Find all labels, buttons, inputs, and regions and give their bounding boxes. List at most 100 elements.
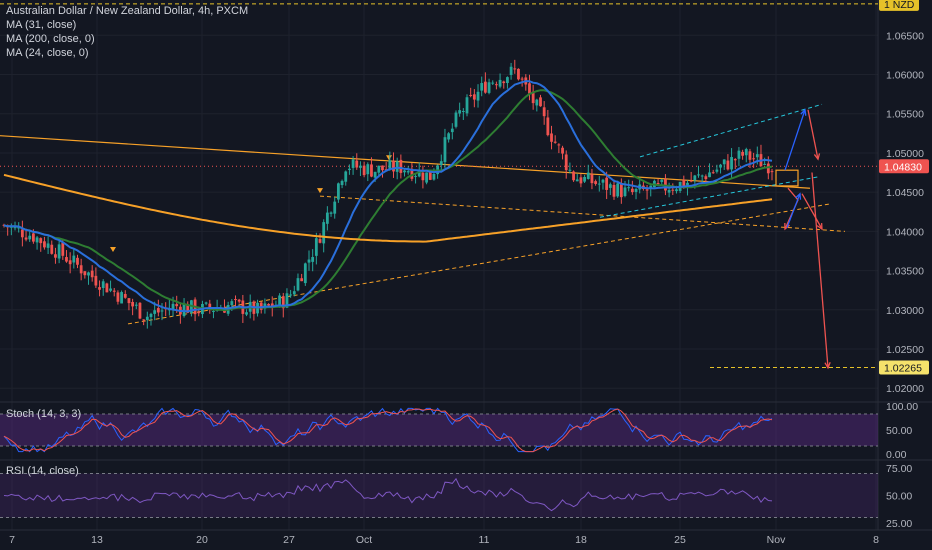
candle-body <box>325 212 329 224</box>
channel-lower <box>599 175 821 218</box>
chart-title[interactable]: Australian Dollar / New Zealand Dollar, … <box>6 5 249 17</box>
candle-body <box>689 180 693 182</box>
ma31-label[interactable]: MA (31, close) <box>6 19 77 31</box>
price-tick-label: 1.06500 <box>886 30 924 42</box>
candle-body <box>109 288 112 291</box>
candle-body <box>447 133 451 140</box>
stoch-legend[interactable]: Stoch (14, 3, 3) <box>6 408 82 420</box>
candle-body <box>461 111 465 113</box>
candle-body <box>204 302 208 304</box>
candle-body <box>730 157 733 170</box>
price-tick-label: 1.02000 <box>886 383 924 395</box>
candle-body <box>278 295 281 306</box>
date-tick-label: 25 <box>674 534 686 546</box>
candle-body <box>627 187 631 189</box>
candle-body <box>50 244 54 254</box>
candle-body <box>693 175 697 181</box>
candle-body <box>561 147 564 154</box>
candle-body <box>660 179 664 183</box>
candle-body <box>568 169 572 171</box>
candle-body <box>296 278 300 291</box>
candle-body <box>322 222 326 244</box>
bull-arrow-2-head <box>795 192 802 200</box>
channel-upper <box>639 103 823 158</box>
candle-body <box>340 180 344 186</box>
rsi-tick-label: 25.00 <box>886 518 912 530</box>
candle-body <box>469 94 473 96</box>
target-price-badge <box>879 360 929 375</box>
candle-body <box>686 182 689 187</box>
candle-body <box>465 97 469 114</box>
candle-body <box>583 176 586 182</box>
candle-body <box>763 163 767 165</box>
candle-body <box>20 229 24 238</box>
horizontal-support-line <box>319 195 846 232</box>
date-tick-label: 27 <box>283 534 295 546</box>
candle-body <box>105 283 109 293</box>
candle-body <box>417 170 421 177</box>
candle-body <box>197 312 201 314</box>
price-axis[interactable]: 1.06500 1.06000 1.05500 1.05000 1.04500 1.040… <box>879 0 929 530</box>
rsi-pane <box>0 473 878 518</box>
candle-body <box>649 185 653 189</box>
candle-body <box>392 160 395 172</box>
moving-averages-layer <box>3 80 773 313</box>
candle-body <box>370 164 373 177</box>
candle-body <box>406 171 410 173</box>
candle-body <box>564 154 568 171</box>
candle-body <box>311 257 315 262</box>
candle-body <box>94 275 98 286</box>
candle-body <box>46 243 50 248</box>
candle-body <box>329 212 333 214</box>
candle-body <box>28 235 32 240</box>
bull-arrow-1-head <box>800 108 807 116</box>
ma24-line <box>3 89 773 312</box>
candle-body <box>149 313 153 318</box>
date-tick-label: Nov <box>767 534 786 546</box>
candle-body <box>766 163 770 174</box>
ascending-support-line <box>127 203 831 325</box>
date-tick-label: 8 <box>873 534 879 546</box>
rsi-line <box>3 477 773 512</box>
ma24-label[interactable]: MA (24, close, 0) <box>6 47 89 59</box>
rsi-tick-label: 75.00 <box>886 463 912 475</box>
stoch-d-line <box>3 408 773 453</box>
stoch-k-line <box>3 407 773 453</box>
candle-body <box>428 170 432 180</box>
date-tick-label: 11 <box>479 534 490 546</box>
candle-body <box>65 257 68 262</box>
ma200-label[interactable]: MA (200, close, 0) <box>6 33 95 45</box>
candle-body <box>300 278 304 282</box>
candle-body <box>517 68 520 80</box>
candle-body <box>711 172 715 174</box>
signal-marker <box>317 188 323 194</box>
candle-body <box>722 159 726 165</box>
candle-body <box>98 287 101 290</box>
date-tick-label: 7 <box>9 534 15 546</box>
candle-body <box>700 175 704 177</box>
signal-marker <box>386 155 392 161</box>
top-badge <box>879 0 919 11</box>
date-tick-label: Oct <box>356 534 372 546</box>
date-axis[interactable]: 7 13 20 27 Oct 11 18 25 Nov 8 <box>9 534 879 546</box>
candle-body <box>336 183 340 200</box>
candle-body <box>535 99 539 106</box>
bear-arrow-1-head <box>813 153 821 161</box>
candle-body <box>608 184 612 188</box>
candle-body <box>708 172 711 178</box>
candle-body <box>333 201 337 214</box>
rsi-legend[interactable]: RSI (14, close) <box>6 465 79 477</box>
candle-body <box>153 310 157 314</box>
date-tick-label: 18 <box>575 534 587 546</box>
price-tick-label: 1.03500 <box>886 266 924 278</box>
candle-body <box>528 83 531 94</box>
candle-body <box>142 319 146 321</box>
candle-body <box>87 272 90 276</box>
candle-body <box>634 188 638 192</box>
candle-body <box>54 254 57 258</box>
bull-arrow-1 <box>784 109 806 171</box>
candle-body <box>726 160 730 170</box>
candle-body <box>344 171 348 182</box>
candle-body <box>454 112 458 127</box>
